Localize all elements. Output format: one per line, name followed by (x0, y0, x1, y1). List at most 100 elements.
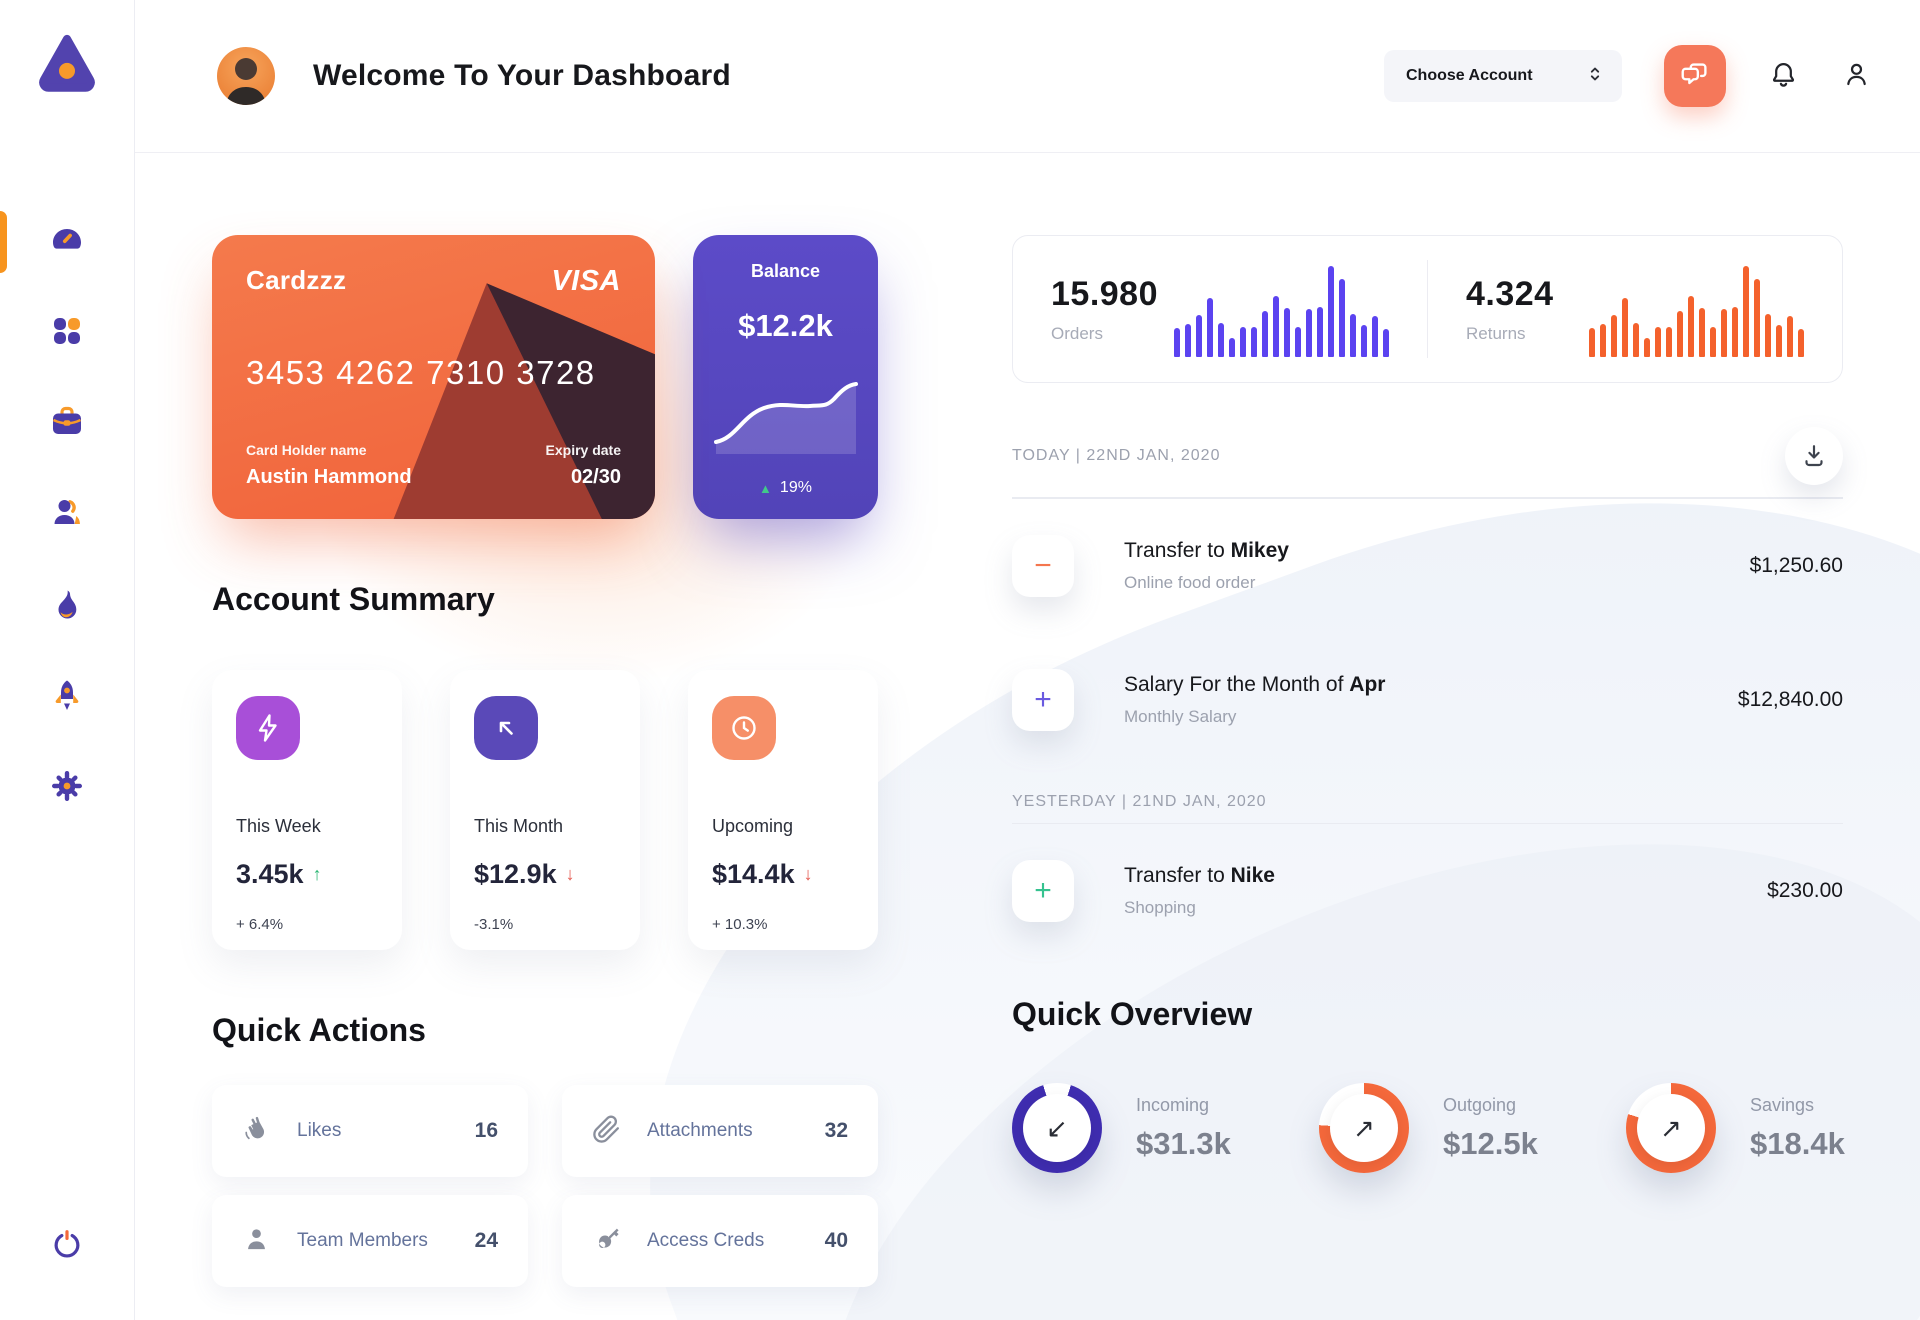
choose-account-label: Choose Account (1406, 67, 1533, 84)
orders-label: Orders (1051, 323, 1103, 343)
plus-icon: + (1012, 860, 1074, 922)
summary-card-this-week: This Week 3.45k ↑ + 6.4% (212, 670, 402, 950)
summary-label: This Week (236, 816, 321, 836)
overview-value: $31.3k (1136, 1125, 1231, 1161)
member-icon (242, 1225, 271, 1257)
download-button[interactable] (1785, 427, 1843, 485)
arrow-up-left-icon (474, 696, 538, 760)
summary-value: $14.4k ↓ (712, 859, 813, 889)
returns-label: Returns (1466, 323, 1526, 343)
orders-bar-chart (1174, 262, 1389, 357)
transaction-amount: $230.00 (1767, 879, 1843, 902)
returns-stat: 4.324 Returns (1428, 236, 1842, 382)
transaction-title: Salary For the Month of Apr (1124, 672, 1386, 696)
left-column: Cardzzz VISA 3453 4262 7310 3728 Card Ho… (212, 235, 878, 1287)
clap-icon (242, 1115, 271, 1147)
speedometer-icon (49, 222, 85, 261)
attachments-action[interactable]: Attachments 32 (562, 1085, 878, 1177)
gear-icon (49, 768, 85, 807)
overview-value: $18.4k (1750, 1125, 1845, 1161)
sidebar-item-work[interactable] (0, 404, 134, 443)
returns-value: 4.324 (1466, 274, 1554, 313)
user-icon (49, 495, 85, 534)
overview-label: Incoming (1136, 1094, 1210, 1115)
card-holder-label: Card Holder name (246, 442, 367, 458)
bolt-icon (236, 696, 300, 760)
action-label: Likes (297, 1120, 342, 1141)
transaction-subtitle: Shopping (1124, 898, 1196, 917)
content: Cardzzz VISA 3453 4262 7310 3728 Card Ho… (135, 153, 1920, 1287)
page-title: Welcome To Your Dashboard (313, 59, 731, 92)
sidebar-item-apps[interactable] (0, 313, 134, 352)
overview-label: Outgoing (1443, 1094, 1517, 1115)
trend-down-icon: ↓ (803, 864, 813, 884)
summary-value: 3.45k ↑ (236, 859, 322, 889)
unfold-icon (1584, 63, 1606, 90)
transaction-row-salary[interactable]: + Salary For the Month of Apr Monthly Sa… (1012, 633, 1843, 767)
header-actions: Choose Account (1384, 45, 1872, 107)
transaction-title: Transfer to Mikey (1124, 538, 1289, 562)
sidebar-item-team[interactable] (0, 495, 134, 534)
action-label: Access Creds (647, 1230, 765, 1251)
user-avatar[interactable] (217, 47, 275, 105)
quick-actions-title: Quick Actions (212, 1012, 426, 1048)
team-members-action[interactable]: Team Members 24 (212, 1195, 528, 1287)
flame-icon (49, 586, 85, 625)
choose-account-select[interactable]: Choose Account (1384, 50, 1622, 102)
power-icon (50, 1230, 84, 1265)
up-arrow-icon: ▲ (759, 480, 772, 496)
balance-value: $12.2k (738, 308, 833, 343)
balance-label: Balance (750, 261, 821, 281)
quick-actions-grid: Likes 16 Attachments 32 (212, 1085, 878, 1287)
transaction-title: Transfer to Nike (1124, 864, 1275, 887)
sidebar-menu (0, 222, 134, 807)
divider (1427, 260, 1428, 358)
balance-sparkline (713, 382, 858, 454)
overview-label: Savings (1750, 1094, 1815, 1115)
summary-label: Upcoming (712, 816, 794, 836)
clock-icon (712, 696, 776, 760)
logout-button[interactable] (50, 1228, 84, 1265)
today-group-header: TODAY | 22ND JAN, 2020 (1012, 427, 1843, 485)
summary-card-upcoming: Upcoming $14.4k ↓ + 10.3% (688, 670, 878, 950)
arrow-up-right-icon: ↗ (1660, 1113, 1682, 1143)
credit-card: Cardzzz VISA 3453 4262 7310 3728 Card Ho… (212, 235, 655, 519)
transaction-subtitle: Monthly Salary (1124, 706, 1237, 726)
overview-savings: ↗ Savings $18.4k (1626, 1083, 1871, 1173)
quick-overview-row: ↙ Incoming $31.3k ↗ Outgoing $ (1012, 1083, 1845, 1173)
transaction-row-nike[interactable]: + Transfer to Nike Shopping $230.00 (1012, 824, 1843, 958)
sidebar-item-dashboard[interactable] (0, 222, 134, 261)
card-holder-name: Austin Hammond (246, 466, 412, 488)
today-date-label: TODAY | 22ND JAN, 2020 (1012, 447, 1221, 464)
likes-action[interactable]: Likes 16 (212, 1085, 528, 1177)
action-label: Attachments (647, 1120, 753, 1141)
sidebar-item-activity[interactable] (0, 586, 134, 625)
summary-card-this-month: This Month $12.9k ↓ -3.1% (450, 670, 640, 950)
messages-button[interactable] (1664, 45, 1726, 107)
orders-returns-card: 15.980 Orders 4.324 Returns (1012, 235, 1843, 383)
savings-ring: ↗ (1626, 1083, 1716, 1173)
orders-stat: 15.980 Orders (1013, 236, 1427, 382)
sidebar-item-launch[interactable] (0, 677, 134, 716)
trend-down-icon: ↓ (565, 864, 575, 884)
cards-row: Cardzzz VISA 3453 4262 7310 3728 Card Ho… (212, 235, 878, 519)
overview-value: $12.5k (1443, 1125, 1538, 1161)
sidebar-item-settings[interactable] (0, 768, 134, 807)
transaction-row-mikey[interactable]: − Transfer to Mikey Online food order $1… (1012, 499, 1843, 633)
profile-button[interactable] (1841, 59, 1872, 93)
action-count: 40 (824, 1229, 848, 1252)
summary-label: This Month (474, 816, 564, 836)
profile-icon (1841, 59, 1872, 93)
yesterday-date-label: YESTERDAY | 21ND JAN, 2020 (1012, 792, 1267, 810)
overview-incoming: ↙ Incoming $31.3k (1012, 1083, 1257, 1173)
main-area: Welcome To Your Dashboard Choose Account (135, 0, 1920, 1320)
grid-icon (49, 313, 85, 352)
transaction-subtitle: Online food order (1124, 572, 1256, 592)
briefcase-icon (49, 404, 85, 443)
notifications-button[interactable] (1768, 59, 1799, 93)
download-icon (1799, 440, 1829, 473)
arrow-down-left-icon: ↙ (1046, 1113, 1068, 1143)
access-creds-action[interactable]: Access Creds 40 (562, 1195, 878, 1287)
returns-bar-chart (1589, 262, 1804, 357)
